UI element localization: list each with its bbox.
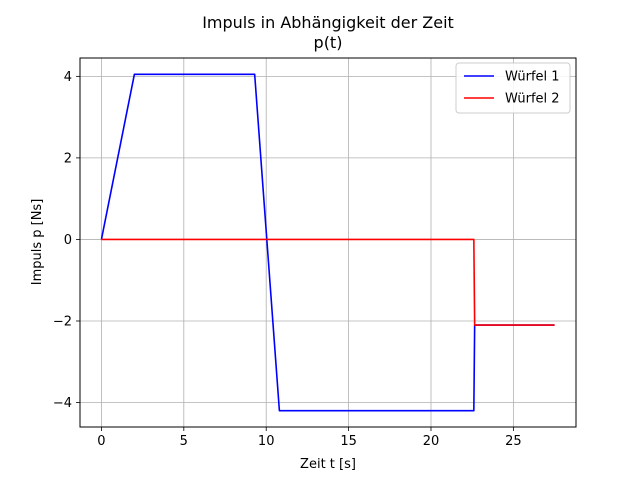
chart-title: Impuls in Abhängigkeit der Zeit (202, 13, 454, 32)
legend: Würfel 1 Würfel 2 (455, 62, 571, 114)
legend-label-1: Würfel 1 (505, 70, 560, 85)
y-tick-label: 0 (64, 233, 72, 248)
y-tick-label: −4 (53, 396, 72, 411)
x-axis-label: Zeit t [s] (300, 457, 356, 472)
legend-label-2: Würfel 2 (505, 92, 560, 107)
series-layer (100, 73, 555, 412)
x-tick-label: 25 (505, 434, 522, 449)
y-axis: −4 −2 0 2 4 (53, 70, 80, 411)
y-axis-label: Impuls p [Ns] (30, 199, 45, 286)
x-tick-label: 0 (97, 434, 105, 449)
x-tick-label: 5 (180, 434, 188, 449)
x-axis: 0 5 10 15 20 25 (97, 427, 522, 449)
x-tick-label: 20 (423, 434, 440, 449)
plot-area (80, 58, 576, 427)
y-tick-label: 2 (64, 151, 72, 166)
series-line-2 (101, 238, 555, 326)
chart-subtitle: p(t) (314, 33, 343, 52)
x-tick-label: 15 (340, 434, 357, 449)
x-tick-label: 10 (258, 434, 275, 449)
y-tick-label: −2 (53, 314, 72, 329)
plot-frame (79, 57, 577, 428)
y-tick-label: 4 (64, 70, 72, 85)
